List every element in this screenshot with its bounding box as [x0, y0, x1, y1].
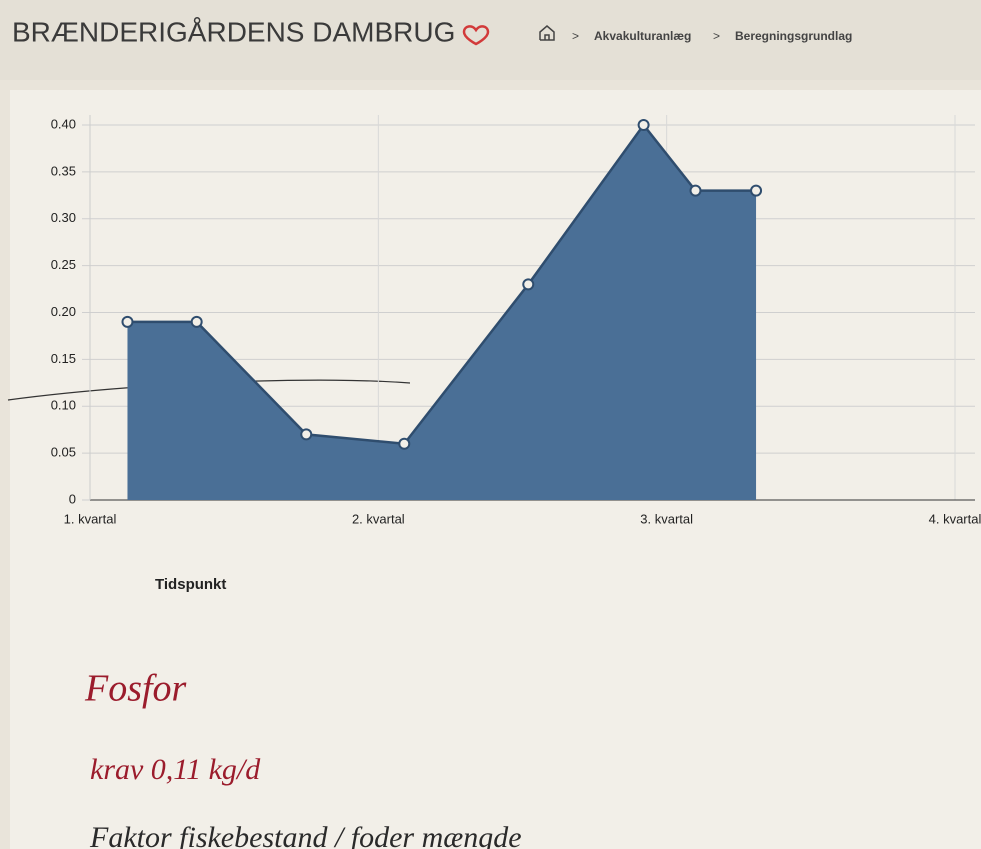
y-tick-label: 0.25: [51, 257, 76, 272]
handwritten-note: krav 0,11 kg/d: [90, 753, 261, 786]
data-point: [301, 429, 311, 439]
page-title: BRÆNDERIGÅRDENS DAMBRUG: [12, 16, 455, 47]
data-point: [523, 279, 533, 289]
y-tick-label: 0.20: [51, 304, 76, 319]
y-tick-label: 0.05: [51, 445, 76, 460]
data-point: [751, 186, 761, 196]
x-tick-label: 2. kvartal: [352, 511, 405, 526]
y-tick-label: 0.15: [51, 351, 76, 366]
y-tick-label: 0.30: [51, 210, 76, 225]
x-tick-label: 3. kvartal: [640, 511, 693, 526]
chart: BRÆNDERIGÅRDENS DAMBRUG > Akvakulturanlæ…: [0, 0, 981, 849]
handwritten-note: Faktor fiskebestand / foder mængde: [89, 821, 522, 849]
x-tick-label: 4. kvartal: [929, 511, 981, 526]
data-point: [122, 317, 132, 327]
breadcrumb-current: Beregningsgrundlag: [735, 29, 852, 43]
handwritten-note: Fosfor: [84, 668, 187, 710]
data-point: [192, 317, 202, 327]
breadcrumb-separator: >: [572, 29, 579, 43]
y-tick-label: 0.40: [51, 116, 76, 131]
breadcrumb-separator: >: [713, 29, 720, 43]
x-axis-label: Tidspunkt: [155, 576, 226, 593]
data-point: [399, 439, 409, 449]
data-point: [691, 186, 701, 196]
y-tick-label: 0: [69, 491, 76, 506]
y-tick-label: 0.10: [51, 398, 76, 413]
x-tick-label: 1. kvartal: [64, 511, 117, 526]
data-point: [639, 120, 649, 130]
y-tick-label: 0.35: [51, 163, 76, 178]
breadcrumb-link[interactable]: Akvakulturanlæg: [594, 29, 691, 43]
page: BRÆNDERIGÅRDENS DAMBRUG > Akvakulturanlæ…: [0, 0, 981, 849]
